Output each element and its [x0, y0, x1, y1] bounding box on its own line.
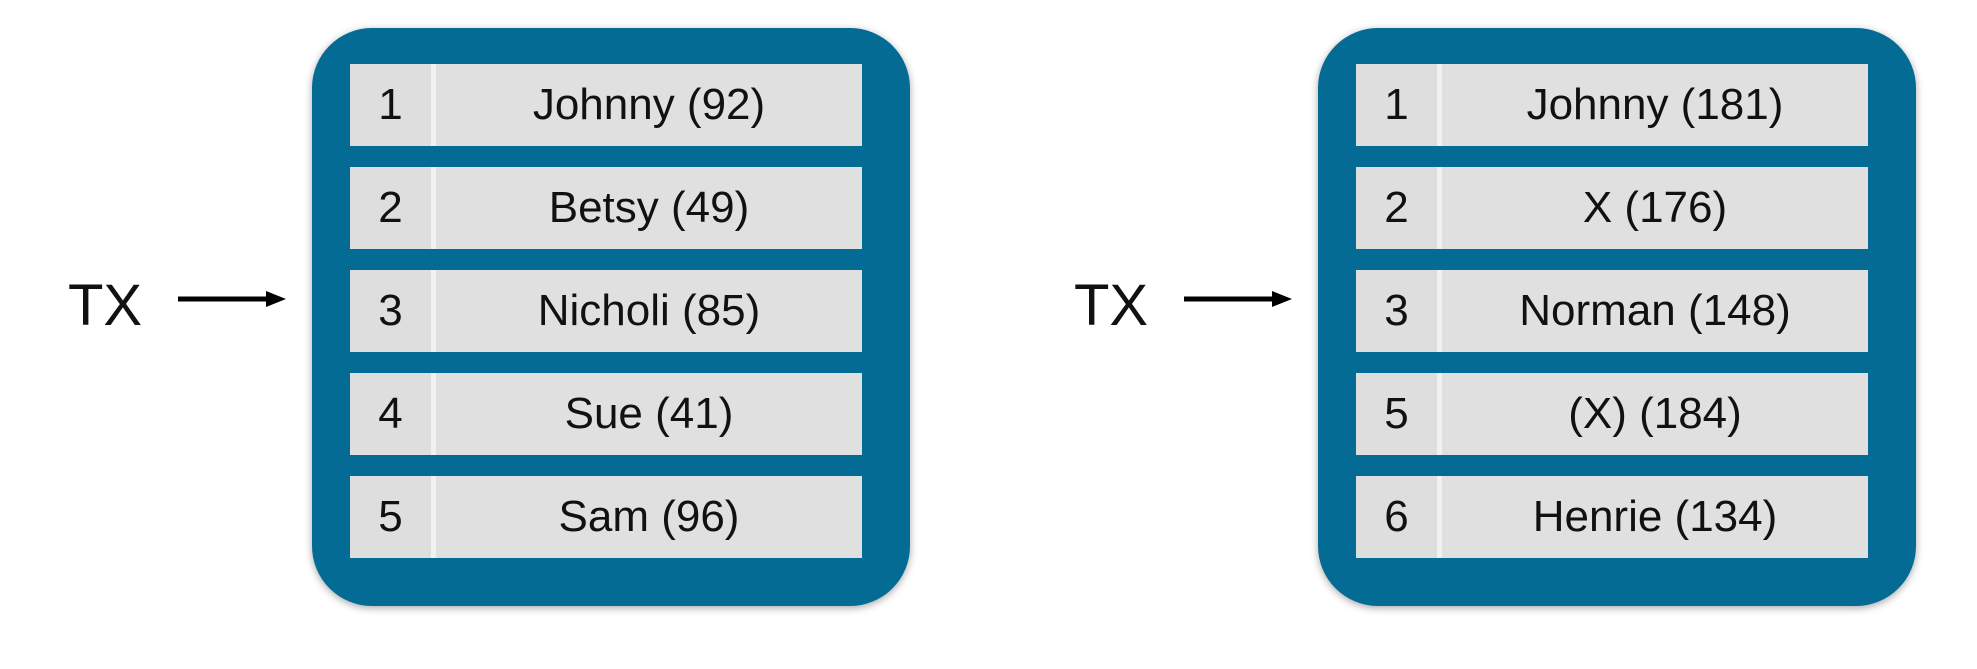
table-row: 4 Sue (41) [350, 373, 862, 455]
row-value: Betsy (49) [436, 167, 862, 249]
row-value: Henrie (134) [1442, 476, 1868, 558]
row-value: Norman (148) [1442, 270, 1868, 352]
row-index: 3 [350, 270, 436, 352]
table-row: 2 X (176) [1356, 167, 1868, 249]
left-table-diagram: TX 1 Johnny (92) 2 Betsy (49) 3 Nicholi … [68, 28, 910, 606]
table-row: 5 (X) (184) [1356, 373, 1868, 455]
row-index: 6 [1356, 476, 1442, 558]
row-value: Sue (41) [436, 373, 862, 455]
row-index: 1 [1356, 64, 1442, 146]
row-index: 2 [350, 167, 436, 249]
table-row: 1 Johnny (181) [1356, 64, 1868, 146]
row-value: Johnny (181) [1442, 64, 1868, 146]
row-value: X (176) [1442, 167, 1868, 249]
row-value: (X) (184) [1442, 373, 1868, 455]
table-row: 5 Sam (96) [350, 476, 862, 558]
row-value: Nicholi (85) [436, 270, 862, 352]
tx-label: TX [68, 273, 143, 338]
row-index: 5 [350, 476, 436, 558]
row-index: 1 [350, 64, 436, 146]
row-index: 5 [1356, 373, 1442, 455]
row-value: Johnny (92) [436, 64, 862, 146]
row-container: 1 Johnny (181) 2 X (176) 3 Norman (148) … [1318, 28, 1916, 606]
row-value: Sam (96) [436, 476, 862, 558]
table-row: 6 Henrie (134) [1356, 476, 1868, 558]
right-table-diagram: TX 1 Johnny (181) 2 X (176) 3 Norman (14… [1006, 0, 1977, 669]
row-index: 2 [1356, 167, 1442, 249]
table-row: 2 Betsy (49) [350, 167, 862, 249]
table-row: 3 Norman (148) [1356, 270, 1868, 352]
row-index: 4 [350, 373, 436, 455]
table-row: 1 Johnny (92) [350, 64, 862, 146]
row-container: 1 Johnny (92) 2 Betsy (49) 3 Nicholi (85… [312, 28, 910, 606]
table-row: 3 Nicholi (85) [350, 270, 862, 352]
tx-label: TX [1074, 273, 1149, 338]
right-arrow-icon [1184, 291, 1292, 307]
row-index: 3 [1356, 270, 1442, 352]
right-arrow-icon [178, 291, 286, 307]
